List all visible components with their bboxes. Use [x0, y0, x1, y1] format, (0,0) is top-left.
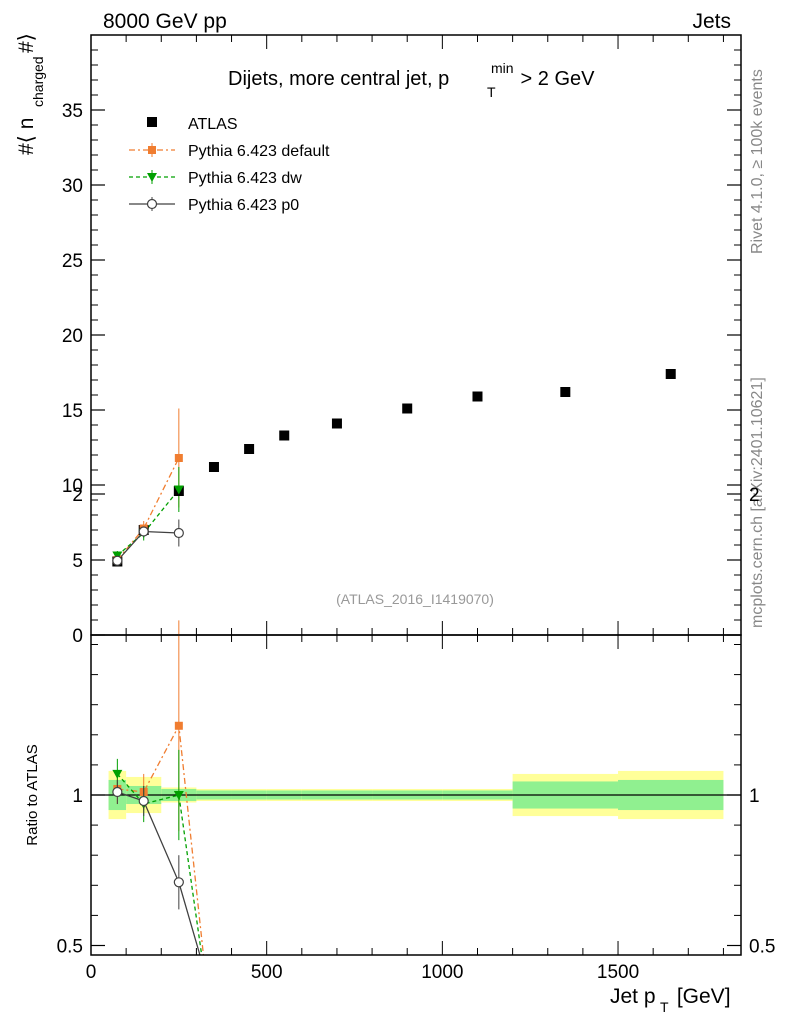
ratio-point: [138, 795, 149, 807]
mc-point: [173, 485, 184, 495]
ratio-point: [174, 721, 183, 730]
ratio-frame: [90, 634, 742, 956]
ratio-y-ticks: 0.5 0.5 1 1 2 2: [57, 485, 776, 958]
x-label-sub: T: [660, 999, 669, 1015]
x-label-tail: [GeV]: [671, 985, 731, 1008]
plot-title-sup: min: [491, 60, 514, 76]
mc-point: [112, 555, 123, 566]
atlas-point: [402, 403, 413, 414]
ratio-y-label: Ratio to ATLAS: [24, 744, 41, 845]
x-tick-label: 0: [86, 962, 97, 983]
ratio-point: [112, 786, 123, 798]
atlas-point: [279, 430, 290, 441]
atlas-point: [331, 418, 342, 429]
plot-title-main: Dijets, more central jet, p: [228, 68, 449, 90]
ratio-point: [112, 769, 123, 779]
legend-label-dw: Pythia 6.423 dw: [188, 170, 302, 187]
y-tick-label: 35: [62, 101, 83, 122]
process-label: Jets: [692, 10, 731, 33]
ratio-series-line: [116, 773, 203, 956]
atlas-point: [560, 387, 571, 397]
legend-marker-p0: [146, 198, 158, 210]
mc-point: [173, 527, 184, 539]
y-tick-label: 25: [62, 251, 83, 272]
legend-marker-atlas: [147, 117, 157, 127]
ratio-y-tick-label: 0.5: [57, 937, 83, 958]
ratio-panel: 0.5 0.5 1 1 2 2 0 500 1000 1500 Ratio to ATLAS J…: [24, 485, 775, 1015]
y-tick-label: 0: [72, 626, 83, 647]
x-tick-label: 1000: [421, 962, 463, 983]
x-tick-label: 1500: [597, 962, 639, 983]
ratio-y-tick-label: 1: [72, 786, 83, 807]
main-data-marks: [112, 369, 676, 567]
y-label-tail: #⟩: [15, 33, 38, 53]
y-label-sub: charged: [30, 56, 46, 107]
energy-label: 8000 GeV pp: [103, 10, 227, 33]
series-line: [116, 530, 179, 562]
ratio-y-tick-label-right: 0.5: [749, 937, 775, 958]
y-tick-label: 20: [62, 326, 83, 347]
main-x-ticks: [90, 35, 724, 635]
plot-title: Dijets, more central jet, p: [228, 68, 449, 90]
ratio-series-line: [117, 791, 201, 956]
ratio-data-marks: [112, 620, 205, 956]
x-label-main: Jet p: [610, 985, 656, 1008]
x-tick-label: 500: [251, 962, 283, 983]
legend: ATLAS Pythia 6.423 default Pythia 6.423 …: [129, 116, 330, 214]
ratio-y-tick-label-right: 1: [749, 786, 760, 807]
atlas-point: [244, 444, 255, 454]
y-label-main: #⟨ n: [15, 118, 38, 155]
atlas-point: [665, 369, 676, 379]
rivet-label: Rivet 4.1.0, ≥ 100k events: [749, 69, 766, 254]
main-y-label: #⟨ n charged #⟩: [15, 33, 46, 155]
ratio-y-tick-label-right: 2: [749, 485, 760, 506]
x-axis-label: Jet p T [GeV]: [610, 985, 731, 1015]
main-panel: 0 5 10 15 20 25 30 35 Dijets, more central jet,…: [15, 33, 742, 647]
ratio-x-ticks: 0 500 1000 1500: [86, 635, 724, 983]
series-line: [116, 457, 180, 561]
main-y-ticks: 0 5 10 15 20 25 30 35: [62, 49, 741, 647]
legend-marker-default: [148, 146, 156, 154]
y-tick-label: 15: [62, 401, 83, 422]
plot-title-sub: T: [487, 84, 496, 100]
ratio-y-tick-label: 2: [72, 485, 83, 506]
legend-marker-dw: [147, 173, 157, 182]
y-tick-label: 30: [62, 176, 83, 197]
legend-label-atlas: ATLAS: [188, 116, 238, 133]
mc-point: [174, 454, 183, 462]
plot-title-tail: > 2 GeV: [515, 68, 595, 90]
atlas-point: [208, 462, 219, 472]
legend-label-default: Pythia 6.423 default: [188, 143, 330, 160]
series-line: [116, 489, 180, 556]
legend-label-p0: Pythia 6.423 p0: [188, 197, 299, 214]
ratio-point: [173, 877, 184, 888]
analysis-label: (ATLAS_2016_I1419070): [336, 591, 494, 607]
ratio-point: [173, 791, 184, 800]
y-tick-label: 5: [72, 551, 83, 572]
mc-point: [138, 526, 149, 537]
atlas-point: [472, 391, 483, 402]
y-tick-label: 10: [62, 476, 83, 497]
mcplots-label: mcplots.cern.ch [arXiv:2401.10621]: [749, 377, 766, 628]
